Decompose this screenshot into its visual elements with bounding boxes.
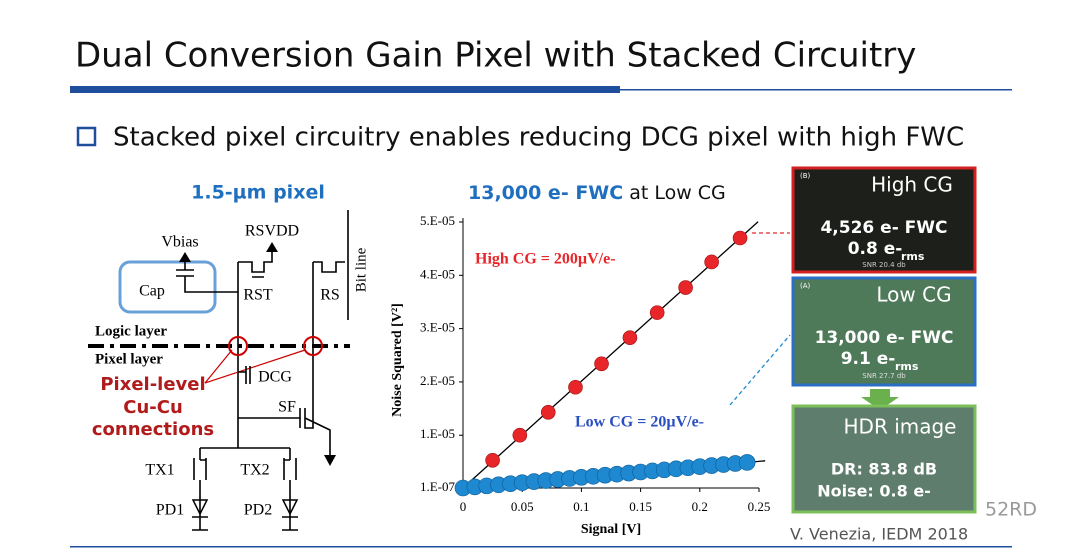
pointer bbox=[204, 349, 306, 384]
arrow bbox=[266, 242, 278, 252]
slide-title: Dual Conversion Gain Pixel with Stacked … bbox=[75, 36, 916, 76]
x-tick-label: 0.05 bbox=[511, 499, 534, 514]
circuit-title: 1.5-µm pixel bbox=[191, 182, 325, 204]
point bbox=[738, 454, 756, 471]
image-tag: (A) bbox=[800, 282, 811, 290]
label: Vbias bbox=[161, 234, 198, 251]
chart-title-suffix: at Low CG bbox=[629, 182, 726, 204]
image-tag: (B) bbox=[800, 172, 811, 180]
bullet-text: Stacked pixel circuitry enables reducing… bbox=[113, 123, 964, 153]
x-tick-label: 0.25 bbox=[748, 499, 771, 514]
image-caption: DR: 83.8 dB bbox=[831, 460, 937, 479]
label: SF bbox=[278, 399, 296, 416]
cap-box bbox=[118, 260, 217, 314]
point bbox=[678, 280, 693, 295]
x-tick-label: 0.2 bbox=[692, 499, 708, 514]
circuit: 1.5-µm pixel Vbias RSVDD Cap RST RS Bit … bbox=[88, 182, 369, 531]
point bbox=[594, 356, 609, 372]
image-low-cg bbox=[791, 276, 977, 387]
footer: V. Venezia, IEDM 2018 bbox=[790, 525, 968, 544]
label: Logic layer bbox=[95, 323, 167, 339]
callout: Pixel-level bbox=[100, 374, 205, 395]
bullet-box bbox=[76, 126, 97, 147]
x-tick-label: 0.15 bbox=[629, 499, 652, 514]
callout: Cu-Cu bbox=[123, 397, 183, 418]
label: PD1 bbox=[156, 502, 184, 519]
y-axis-label: Noise Squared [V²] bbox=[390, 303, 405, 417]
point bbox=[622, 330, 638, 345]
image-subscript: rms bbox=[901, 250, 925, 263]
label: PD2 bbox=[244, 502, 272, 519]
point bbox=[732, 230, 748, 246]
label: Pixel layer bbox=[95, 351, 163, 367]
image-title: HDR image bbox=[844, 415, 957, 439]
cu-cu-marker bbox=[303, 336, 323, 356]
image-caption: 13,000 e- FWC bbox=[815, 328, 954, 348]
y-tick-label: 1.E-05 bbox=[420, 426, 455, 441]
callout: connections bbox=[92, 419, 214, 440]
image-panels: (B) High CG 4,526 e- FWC 0.8 e- rms SNR … bbox=[791, 166, 977, 514]
cu-cu-marker bbox=[228, 336, 248, 356]
chart-title: 13,000 e- FWC at Low CG bbox=[468, 182, 726, 204]
watermark: 52RD bbox=[985, 499, 1037, 521]
point bbox=[485, 452, 500, 468]
point bbox=[704, 254, 719, 270]
y-tick-label: 5.E-05 bbox=[420, 213, 455, 228]
y-tick-label: 2.E-05 bbox=[420, 373, 455, 388]
arrow bbox=[179, 252, 191, 262]
label: Bit line bbox=[353, 247, 369, 292]
wire bbox=[238, 408, 331, 455]
title-bar bbox=[70, 86, 620, 93]
down-arrow bbox=[861, 389, 899, 410]
point bbox=[568, 379, 583, 395]
title-rule bbox=[620, 89, 1012, 91]
image-snr: SNR 27.7 db bbox=[862, 372, 906, 380]
y-tick-label: 4.E-05 bbox=[420, 266, 455, 281]
photodiode bbox=[191, 499, 299, 516]
point bbox=[540, 405, 556, 420]
wire bbox=[238, 366, 251, 384]
image-title: High CG bbox=[871, 173, 953, 197]
point bbox=[649, 305, 665, 320]
image-hdr bbox=[791, 404, 977, 514]
plot: 1.E-07 1.E-05 2.E-05 3.E-05 4.E-05 5.E-05 0 0.0… bbox=[390, 213, 770, 537]
image-high-cg bbox=[791, 166, 977, 274]
chart-title-main: 13,000 e- FWC bbox=[468, 182, 623, 204]
image-snr: SNR 20.4 db bbox=[862, 261, 906, 269]
wire bbox=[312, 210, 349, 410]
image-caption: Noise: 0.8 e- bbox=[817, 482, 931, 501]
y-tick-label: 1.E-07 bbox=[420, 479, 456, 494]
leader bbox=[729, 334, 791, 406]
arrow bbox=[324, 455, 336, 466]
annotation: High CG = 200µV/e- bbox=[475, 251, 616, 268]
footer-rule bbox=[70, 546, 1012, 548]
image-caption: 4,526 e- FWC bbox=[820, 218, 947, 238]
y-tick-label: 3.E-05 bbox=[420, 320, 455, 335]
image-caption: 0.8 e- bbox=[848, 239, 903, 259]
label: TX1 bbox=[145, 462, 174, 479]
annotation: Low CG = 20µV/e- bbox=[575, 414, 704, 431]
label: RST bbox=[243, 287, 273, 304]
image-caption: 9.1 e- bbox=[841, 349, 896, 369]
label: Cap bbox=[139, 283, 165, 300]
label: RSVDD bbox=[245, 223, 299, 240]
wire bbox=[176, 258, 238, 293]
x-tick-label: 0 bbox=[460, 499, 467, 514]
image-title: Low CG bbox=[876, 283, 951, 307]
x-tick-label: 0.1 bbox=[573, 499, 589, 514]
image-subscript: rms bbox=[895, 360, 919, 373]
label: DCG bbox=[258, 369, 292, 386]
label: RS bbox=[320, 287, 340, 304]
label: TX2 bbox=[240, 462, 269, 479]
point bbox=[512, 427, 528, 443]
x-axis-label: Signal [V] bbox=[581, 522, 641, 537]
